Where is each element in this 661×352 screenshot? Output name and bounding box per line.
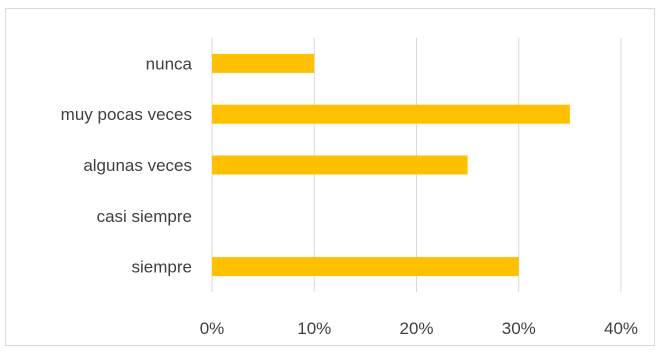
bar — [212, 53, 315, 73]
category-label: nunca — [146, 54, 193, 73]
bar — [212, 257, 519, 277]
category-label: siempre — [132, 258, 192, 277]
x-tick-label: 20% — [399, 319, 433, 338]
x-tick-label: 30% — [502, 319, 536, 338]
chart-frame — [5, 8, 655, 346]
x-tick-label: 0% — [200, 319, 225, 338]
x-tick-label: 40% — [604, 319, 638, 338]
x-tick-labels: 0% 10% 20% 30% 40% — [200, 319, 638, 338]
bar — [212, 104, 570, 124]
category-labels: nunca muy pocas veces algunas veces casi si… — [61, 54, 193, 276]
category-label: muy pocas veces — [61, 105, 192, 124]
bars — [212, 53, 570, 277]
category-label: casi siempre — [97, 207, 192, 226]
category-label: algunas veces — [83, 156, 192, 175]
bar — [212, 155, 468, 175]
x-tick-label: 10% — [297, 319, 331, 338]
